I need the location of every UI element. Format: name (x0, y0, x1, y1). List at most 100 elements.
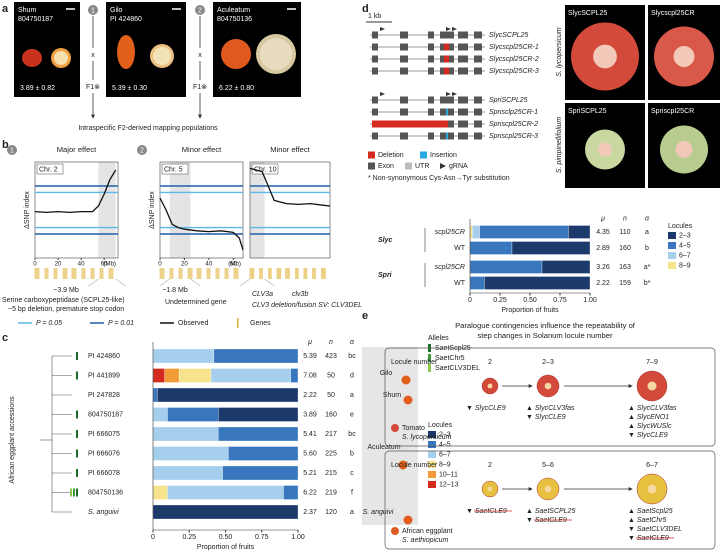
x-tick-label: 0.25 (493, 297, 507, 304)
bar-segment (479, 225, 569, 239)
stat-value: 5.41 (303, 431, 317, 438)
species-label: Spri (378, 272, 393, 279)
category-label: 804750136 (88, 489, 123, 496)
legend-label: P = 0.05 (36, 320, 62, 327)
zoom-wedge (159, 278, 201, 287)
exon (458, 31, 468, 39)
fruit (22, 49, 42, 67)
gene-label: ▲ SaetSCPL25 (526, 508, 575, 515)
bar-segment (484, 276, 591, 290)
bar-segment (152, 446, 229, 461)
bar-segment (541, 260, 591, 274)
legend-swatch (668, 242, 676, 249)
exon (428, 43, 434, 51)
bar-segment (152, 426, 219, 442)
photo-label: SpriSCPL25 (568, 108, 607, 115)
interval-label: ~1.8 Mb (162, 287, 188, 294)
stat-value: 2.22 (596, 280, 610, 287)
grna (452, 92, 457, 96)
axis-label: Locule number (391, 359, 438, 366)
variant-annotation: ~5 bp deletion, premature stop codon (8, 306, 124, 313)
stat-value: 5.60 (303, 450, 317, 457)
panel-letter: d (362, 3, 369, 15)
allele-mark (73, 488, 75, 497)
x-tick-label: 0.25 (182, 534, 196, 541)
bar-segment (157, 387, 299, 403)
x-tick-label: 0 (468, 297, 472, 304)
stat-value: d (350, 372, 354, 379)
locule-mean: 6.22 ± 0.80 (219, 85, 254, 92)
gene-label: ▲ SlycCLV3fas (526, 405, 575, 412)
bar-segment (218, 407, 299, 422)
note: * Non-synonymous Cys-Asn→Tyr substitutio… (368, 175, 510, 182)
fruit-icon-core (544, 485, 552, 493)
interval-shade (98, 162, 116, 258)
species-label: S. pimpinellifolium (556, 117, 563, 174)
grna (380, 27, 385, 31)
exon (458, 67, 468, 75)
observed-line (34, 169, 117, 214)
panel-letter: b (2, 139, 9, 151)
category-label: WT (454, 245, 466, 252)
photo-label: Slycscpl25CR (651, 10, 695, 17)
category-label: PI 666076 (88, 450, 120, 457)
species-icon (391, 527, 399, 535)
exon (474, 55, 482, 63)
category-label: scpl25CR (435, 229, 465, 236)
x-tick-label: 1.00 (583, 297, 597, 304)
gene-label: Slycscpl25CR-1 (489, 44, 539, 51)
accession-name: Shum (18, 7, 36, 14)
gene-label: ▼ SlycCLE9 (466, 405, 506, 412)
x-axis-label: Proportion of fruits (501, 307, 559, 314)
bar-segment (152, 485, 168, 500)
photo-label: SlycSCPL25 (568, 10, 607, 17)
legend-swatch (428, 431, 436, 438)
x-tick-label: 20 (181, 261, 188, 268)
category-label: WT (454, 280, 466, 287)
legend-label: 2–3 (439, 431, 451, 438)
exon (474, 43, 482, 51)
bar-segment (152, 407, 168, 422)
group-fruit (403, 515, 413, 525)
caption: Intraspecific F2-derived mapping populat… (78, 125, 218, 132)
panel-letter: c (2, 332, 8, 344)
gene-label: ▲ SlycWUSlc (628, 423, 672, 430)
x-tick-label: 0 (33, 261, 37, 268)
stat-header: μ (307, 339, 312, 346)
category-label: PI 247828 (88, 392, 120, 399)
x-axis-label: (Mb) (103, 261, 116, 268)
bar-segment (152, 368, 165, 383)
gene-label: SlycSCPL25 (489, 32, 528, 39)
scenario-box (384, 450, 716, 550)
gene-label: SpriSCPL25 (489, 97, 528, 104)
legend-label: Insertion (430, 152, 457, 159)
stat-header: μ (600, 215, 605, 222)
legend-label: 6–7 (679, 252, 691, 259)
accession-id: PI 424860 (110, 16, 142, 23)
stage-label: 6–7 (646, 462, 658, 469)
selfing: F1⊗ (193, 84, 207, 91)
stat-header: α (350, 339, 355, 346)
legend-swatch (428, 461, 436, 468)
group-label: S. anguivi (363, 509, 394, 516)
observed-line (249, 167, 331, 207)
stat-header: n (329, 339, 333, 346)
interval-label: ~3.9 Mb (53, 287, 79, 294)
stat-value: 3.26 (596, 264, 610, 271)
legend-label: 8–9 (679, 262, 691, 269)
legend-label: SaetCLV3DEL (435, 365, 480, 372)
gene-label: Spriscpl25CR-3 (489, 133, 538, 140)
bar-segment (152, 348, 215, 364)
bar-segment (568, 225, 591, 239)
allele-mark (76, 469, 78, 477)
legend-label: 12–13 (439, 481, 459, 488)
accession-id: 804750187 (18, 16, 53, 23)
exon (372, 132, 378, 140)
gene-label: ▲ SaetScpl25 (628, 508, 673, 515)
gene-annotation: Serine carboxypeptidase (SCPL25-like) (2, 297, 125, 304)
bar-segment (472, 225, 480, 239)
common-name: Tomato (402, 425, 425, 432)
stat-value: b* (644, 280, 651, 287)
exon (458, 132, 468, 140)
x-tick-label: 0 (158, 261, 162, 268)
